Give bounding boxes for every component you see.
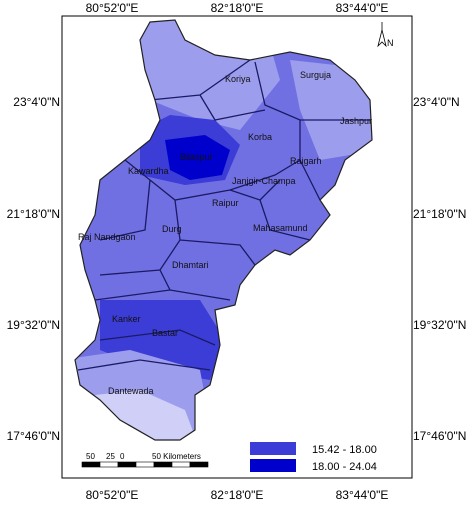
latitude-label: 19°32'0"N — [413, 318, 466, 332]
latitude-label: 17°46'0"N — [413, 429, 466, 443]
district-label: Raigarh — [290, 156, 322, 166]
longitude-label: 83°44'0"E — [336, 1, 389, 15]
district-label: Surguja — [300, 70, 331, 80]
longitude-label: 80°52'0"E — [86, 1, 139, 15]
district-label: Dhamtari — [172, 260, 209, 270]
district-label: Kawardha — [128, 166, 169, 176]
latitude-label: 21°18'0"N — [413, 207, 466, 221]
scale-segment — [81, 461, 101, 468]
north-label: N — [387, 38, 394, 48]
legend-label: 18.00 - 24.04 — [312, 461, 377, 473]
district-label: Raipur — [212, 198, 239, 208]
district-label: Raj Nandgaon — [78, 232, 136, 242]
district-label: Korba — [248, 132, 272, 142]
district-label: Janjgir-Champa — [232, 176, 296, 186]
scale-label: 25 — [106, 452, 115, 461]
legend-label: 15.42 - 18.00 — [312, 444, 377, 456]
scale-segment — [171, 461, 191, 468]
scale-label: 50 Kilometers — [152, 452, 201, 461]
legend-swatch — [250, 442, 296, 455]
longitude-label: 82°18'0"E — [211, 488, 264, 502]
scale-segment — [99, 461, 119, 468]
district-label: Bastar — [152, 328, 178, 338]
district-label: Bilaspur — [180, 152, 213, 162]
latitude-label: 23°4'0"N — [413, 95, 460, 109]
scale-segment — [117, 461, 137, 468]
district-label: Koriya — [225, 74, 251, 84]
longitude-label: 82°18'0"E — [211, 1, 264, 15]
scale-segment — [189, 461, 209, 468]
district-boundaries — [77, 59, 370, 371]
latitude-label: 17°46'0"N — [7, 429, 60, 443]
latitude-label: 21°18'0"N — [7, 207, 60, 221]
scale-label: 50 — [86, 452, 95, 461]
longitude-label: 83°44'0"E — [336, 488, 389, 502]
district-label: Kanker — [112, 314, 141, 324]
scale-label: 0 — [120, 452, 125, 461]
district-label: Mahasamund — [253, 223, 308, 233]
district-label: Jashpur — [340, 116, 372, 126]
district-label: Dantewada — [108, 386, 154, 396]
latitude-label: 23°4'0"N — [13, 95, 60, 109]
legend-box — [245, 344, 410, 440]
district-label: Durg — [162, 224, 182, 234]
latitude-label: 19°32'0"N — [7, 318, 60, 332]
legend-swatch — [250, 459, 296, 472]
longitude-label: 80°52'0"E — [86, 488, 139, 502]
scale-segment — [135, 461, 155, 468]
north-arrow — [377, 22, 387, 48]
scale-segment — [153, 461, 173, 468]
